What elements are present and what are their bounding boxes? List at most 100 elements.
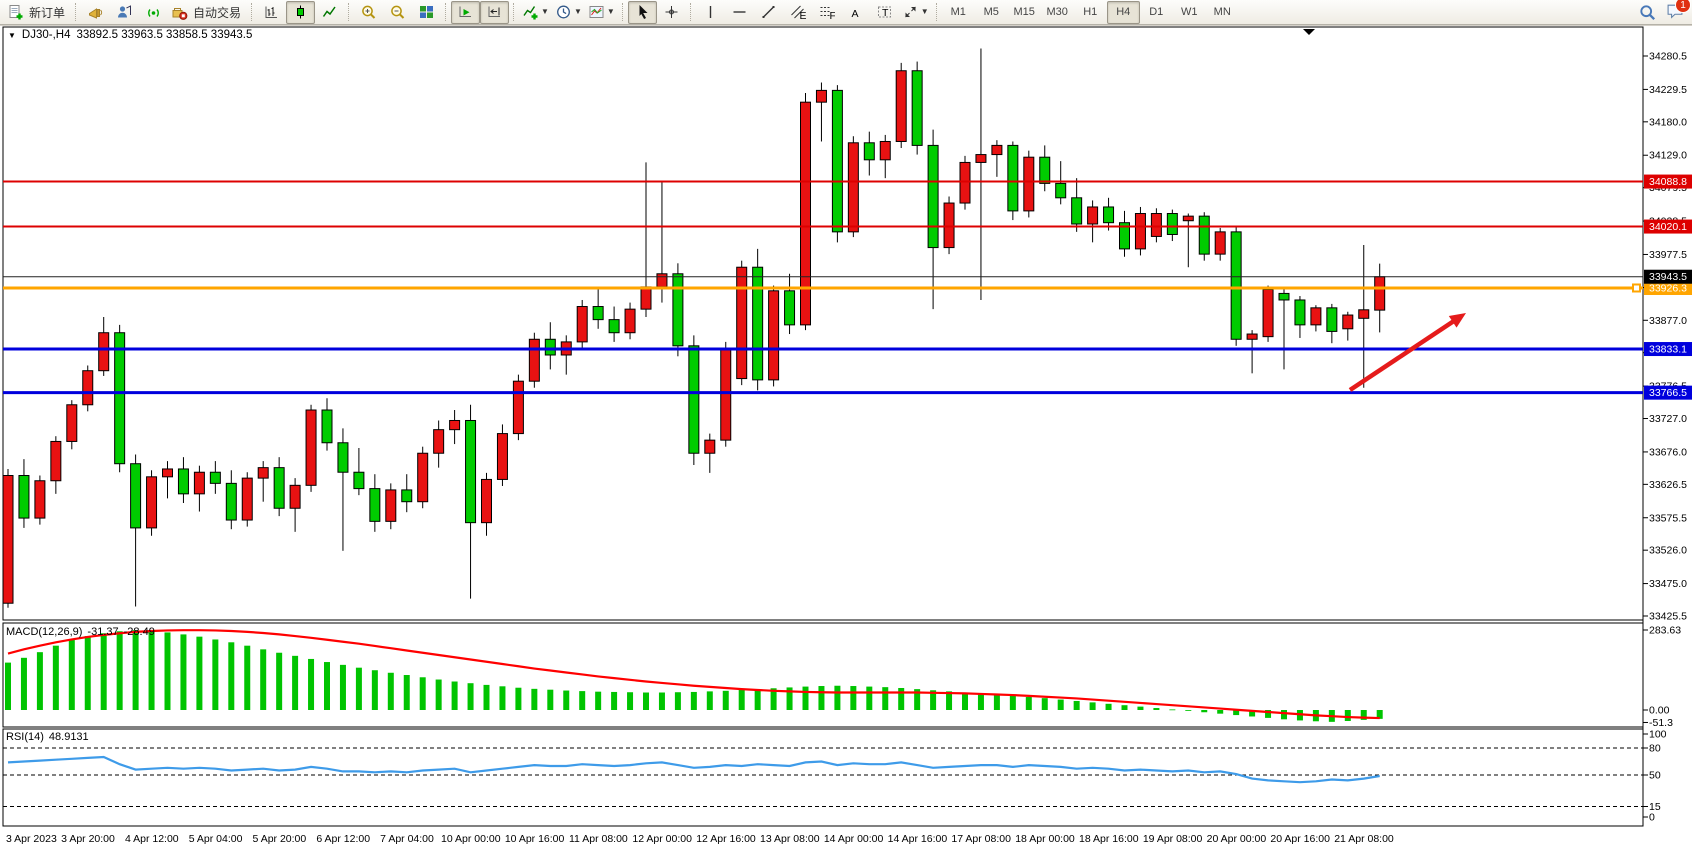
text-label-button[interactable]: T: [870, 1, 899, 24]
signals-button[interactable]: [139, 1, 168, 24]
periods-button[interactable]: ▼: [552, 1, 585, 24]
vertical-line-button[interactable]: [696, 1, 725, 24]
horizontal-line-33926.3[interactable]: 33926.3: [3, 280, 1692, 295]
announcements-button[interactable]: [81, 1, 110, 24]
chart-window[interactable]: 34280.534229.534180.034129.034079.534028…: [0, 26, 1692, 852]
macd-axis-labels: 283.63 0.00-51.3: [1643, 624, 1681, 729]
svg-text:A: A: [851, 8, 858, 20]
svg-text:5 Apr 20:00: 5 Apr 20:00: [253, 833, 307, 845]
svg-text:14 Apr 00:00: 14 Apr 00:00: [824, 833, 884, 845]
chart-title: ▼ DJ30-,H4 33892.5 33963.5 33858.5 33943…: [8, 29, 252, 41]
macd-signal-value: -28.49: [123, 626, 155, 638]
timeframe-d1-button[interactable]: D1: [1149, 6, 1164, 18]
svg-text:12 Apr 16:00: 12 Apr 16:00: [696, 833, 756, 845]
templates-button[interactable]: ▼: [585, 1, 618, 24]
auto-scroll-icon: [457, 4, 474, 20]
crosshair-icon: [663, 4, 680, 20]
rsi-panel[interactable]: [2, 728, 1644, 827]
horizontal-line-33766.5[interactable]: 33766.5: [3, 385, 1692, 400]
line-chart-icon: [321, 4, 338, 20]
chevron-down-icon: ▼: [541, 7, 549, 16]
svg-text:7 Apr 04:00: 7 Apr 04:00: [380, 833, 434, 845]
svg-text:33727.0: 33727.0: [1649, 413, 1687, 425]
arrows-button[interactable]: ▼: [899, 1, 932, 24]
svg-text:33877.0: 33877.0: [1649, 315, 1687, 327]
new-order-button[interactable]: 新订单: [4, 1, 71, 24]
svg-text:3 Apr 2023: 3 Apr 2023: [6, 833, 57, 845]
arrows-icon: [902, 4, 919, 20]
channel-icon: E: [789, 4, 806, 20]
candles-layer: [2, 48, 1386, 608]
toolbar-separator: [75, 3, 77, 21]
macd-histogram: [5, 630, 1383, 722]
zoom-out-button[interactable]: [383, 1, 412, 24]
zoom-in-button[interactable]: [354, 1, 383, 24]
chart-canvas[interactable]: 34280.534229.534180.034129.034079.534028…: [0, 26, 1692, 852]
svg-text:10 Apr 16:00: 10 Apr 16:00: [505, 833, 565, 845]
horizontal-line-33833.1[interactable]: 33833.1: [3, 342, 1692, 357]
horizontal-line-34020.1[interactable]: 34020.1: [3, 219, 1692, 234]
timeframe-mn-button[interactable]: MN: [1213, 6, 1231, 18]
bar-chart-button[interactable]: [257, 1, 286, 24]
zoom-out-icon: [389, 4, 406, 20]
chart-ohlc-values: 33892.5 33963.5 33858.5 33943.5: [76, 29, 253, 41]
svg-text:20 Apr 16:00: 20 Apr 16:00: [1270, 833, 1330, 845]
svg-text:34129.0: 34129.0: [1649, 150, 1687, 162]
trendline-icon: [760, 4, 777, 20]
candlestick-icon: [292, 4, 309, 20]
line-chart-button[interactable]: [315, 1, 344, 24]
equidistant-channel-button[interactable]: E: [783, 1, 812, 24]
auto-scroll-button[interactable]: [451, 0, 481, 24]
timeframe-h4-button[interactable]: H4: [1106, 0, 1140, 24]
notification-badge: 1: [1675, 0, 1691, 13]
time-axis-labels: 3 Apr 2023 3 Apr 20:00 4 Apr 12:00 5 Apr 04…: [6, 833, 1394, 845]
timeframe-m15-button[interactable]: M15: [1013, 6, 1035, 18]
signal-icon: [145, 4, 162, 20]
chart-shift-button[interactable]: [480, 0, 510, 24]
tile-windows-button[interactable]: [412, 1, 441, 24]
text-icon: A: [847, 4, 864, 20]
horizontal-line-34088.8[interactable]: 34088.8: [3, 174, 1692, 189]
chat-button[interactable]: 1: [1666, 0, 1691, 22]
horizontal-line-icon: [731, 4, 748, 20]
timeframe-m5-button[interactable]: M5: [983, 6, 999, 18]
indicators-button[interactable]: ▼: [519, 1, 552, 24]
trendline-button[interactable]: [754, 1, 783, 24]
trend-arrow[interactable]: [1348, 313, 1466, 392]
search-icon[interactable]: [1639, 4, 1656, 21]
timeframe-m30-button[interactable]: M30: [1046, 6, 1068, 18]
profile-chart-icon: [116, 4, 133, 20]
main-plot-area[interactable]: [2, 26, 1644, 621]
timeframe-w1-button[interactable]: W1: [1180, 6, 1198, 18]
svg-text:100: 100: [1649, 729, 1667, 741]
text-button[interactable]: A: [841, 1, 870, 24]
horizontal-line-button[interactable]: [725, 1, 754, 24]
svg-text:10 Apr 00:00: 10 Apr 00:00: [441, 833, 501, 845]
market-watch-button[interactable]: [110, 1, 139, 24]
text-label-icon: T: [876, 4, 893, 20]
toolbar-separator: [513, 3, 515, 21]
rsi-line: [7, 755, 1380, 784]
timeframe-h1-button[interactable]: H1: [1083, 6, 1098, 18]
chart-dropdown-icon[interactable]: ▼: [8, 30, 16, 40]
toolbar-separator: [251, 3, 253, 21]
crosshair-button[interactable]: [657, 1, 686, 24]
indicators-icon: [522, 4, 539, 20]
toolbar-separator: [348, 3, 350, 21]
zoom-in-icon: [360, 4, 377, 20]
cursor-button[interactable]: [627, 0, 657, 24]
svg-text:0: 0: [1649, 812, 1655, 824]
svg-text:3 Apr 20:00: 3 Apr 20:00: [61, 833, 115, 845]
auto-trading-button[interactable]: 自动交易: [168, 1, 247, 24]
svg-text:283.63: 283.63: [1649, 624, 1681, 636]
timeframe-m1-button[interactable]: M1: [950, 6, 966, 18]
tile-windows-icon: [418, 4, 435, 20]
svg-text:33977.5: 33977.5: [1649, 249, 1687, 261]
svg-text:18 Apr 00:00: 18 Apr 00:00: [1015, 833, 1075, 845]
svg-text:33766.5: 33766.5: [1649, 387, 1687, 399]
fibonacci-button[interactable]: F: [812, 1, 841, 24]
toolbar-separator: [689, 3, 692, 21]
chart-symbol-period: DJ30-,H4: [21, 29, 71, 41]
svg-text:33425.5: 33425.5: [1649, 610, 1687, 622]
candlestick-chart-button[interactable]: [286, 0, 316, 24]
